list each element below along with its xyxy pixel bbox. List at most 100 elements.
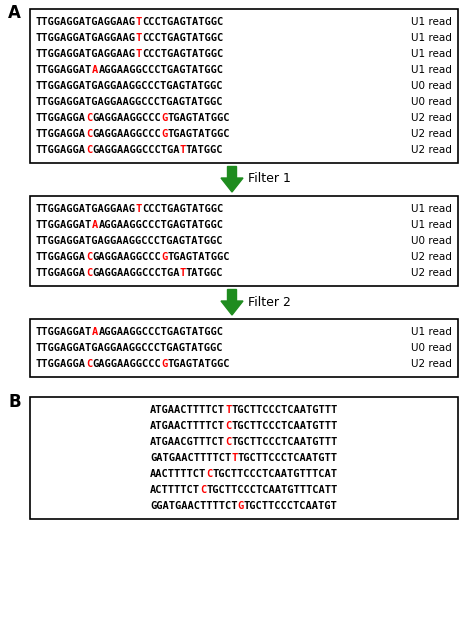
Text: G: G [161,113,167,123]
Text: C: C [207,469,213,479]
Text: TTGGAGGA: TTGGAGGA [36,129,86,139]
Text: T: T [180,268,186,278]
Text: B: B [8,393,21,411]
Bar [30,319,458,377]
Text: GAGGAAGGCCC: GAGGAAGGCCC [92,252,161,262]
Bar [30,397,458,519]
Text: GAGGAAGGCCCTGA: GAGGAAGGCCCTGA [92,145,180,155]
Text: U0 read: U0 read [411,81,452,91]
Text: Filter 2: Filter 2 [248,295,291,309]
Text: ACTTTTCT: ACTTTTCT [150,485,200,495]
Text: TTGGAGGAT: TTGGAGGAT [36,327,92,337]
Text: U1 read: U1 read [411,49,452,59]
Text: U0 read: U0 read [411,97,452,107]
Text: U0 read: U0 read [411,236,452,246]
Text: TGCTTCCCTCAATGTTTCATT: TGCTTCCCTCAATGTTTCATT [207,485,338,495]
Text: U2 read: U2 read [411,268,452,278]
Text: ATGAACTTTTCT: ATGAACTTTTCT [150,405,225,415]
Text: G: G [238,501,244,511]
Text: ATGAACGTTTCT: ATGAACGTTTCT [150,437,225,447]
Text: G: G [161,359,167,369]
Text: AGGAAGGCCCTGAGTATGGC: AGGAAGGCCCTGAGTATGGC [99,220,224,230]
Text: U2 read: U2 read [411,145,452,155]
Bar [228,289,237,301]
Text: A: A [92,65,99,75]
Text: TTGGAGGATGAGGAAGGCCCTGAGTATGGC: TTGGAGGATGAGGAAGGCCCTGAGTATGGC [36,236,224,246]
Text: TTGGAGGATGAGGAAG: TTGGAGGATGAGGAAG [36,49,136,59]
Text: TGCTTCCCTCAATGTTT: TGCTTCCCTCAATGTTT [231,421,338,431]
Text: T: T [136,49,142,59]
Text: TTGGAGGA: TTGGAGGA [36,359,86,369]
Text: Filter 1: Filter 1 [248,173,291,186]
Text: A: A [92,327,99,337]
Text: TTGGAGGATGAGGAAG: TTGGAGGATGAGGAAG [36,33,136,43]
Text: AACTTTTCT: AACTTTTCT [150,469,207,479]
Text: TTGGAGGA: TTGGAGGA [36,113,86,123]
Polygon shape [221,301,243,315]
Bar [228,166,237,178]
Text: TTGGAGGA: TTGGAGGA [36,145,86,155]
Text: U2 read: U2 read [411,252,452,262]
Text: U2 read: U2 read [411,359,452,369]
Text: C: C [225,437,231,447]
Text: TGAGTATGGC: TGAGTATGGC [167,113,230,123]
Text: AGGAAGGCCCTGAGTATGGC: AGGAAGGCCCTGAGTATGGC [99,327,224,337]
Text: TGAGTATGGC: TGAGTATGGC [167,252,230,262]
Text: U1 read: U1 read [411,65,452,75]
Text: TTGGAGGATGAGGAAG: TTGGAGGATGAGGAAG [36,204,136,214]
Text: CCCTGAGTATGGC: CCCTGAGTATGGC [142,49,224,59]
Text: CCCTGAGTATGGC: CCCTGAGTATGGC [142,204,224,214]
Text: TATGGC: TATGGC [186,145,224,155]
Text: TTGGAGGATGAGGAAGGCCCTGAGTATGGC: TTGGAGGATGAGGAAGGCCCTGAGTATGGC [36,343,224,353]
Text: TATGGC: TATGGC [186,268,224,278]
Text: U1 read: U1 read [411,327,452,337]
Text: G: G [161,129,167,139]
Text: U1 read: U1 read [411,17,452,27]
Text: C: C [86,252,92,262]
Text: TTGGAGGATGAGGAAGGCCCTGAGTATGGC: TTGGAGGATGAGGAAGGCCCTGAGTATGGC [36,81,224,91]
Text: TTGGAGGAT: TTGGAGGAT [36,220,92,230]
Text: GATGAACTTTTCT: GATGAACTTTTCT [150,453,231,463]
Text: TTGGAGGATGAGGAAGGCCCTGAGTATGGC: TTGGAGGATGAGGAAGGCCCTGAGTATGGC [36,97,224,107]
Text: TGCTTCCCTCAATGTTT: TGCTTCCCTCAATGTTT [231,405,338,415]
Text: GAGGAAGGCCCTGA: GAGGAAGGCCCTGA [92,268,180,278]
Text: T: T [136,204,142,214]
Text: G: G [161,252,167,262]
Text: U2 read: U2 read [411,129,452,139]
Text: C: C [86,359,92,369]
Text: C: C [86,113,92,123]
Text: TTGGAGGA: TTGGAGGA [36,268,86,278]
Text: C: C [86,145,92,155]
Text: T: T [136,33,142,43]
Text: TGCTTCCCTCAATGTTTCAT: TGCTTCCCTCAATGTTTCAT [213,469,338,479]
Text: U2 read: U2 read [411,113,452,123]
Text: C: C [200,485,207,495]
Text: A: A [8,4,21,22]
Text: C: C [86,268,92,278]
Text: GGATGAACTTTTCT: GGATGAACTTTTCT [150,501,238,511]
Text: TTGGAGGA: TTGGAGGA [36,252,86,262]
Text: TGAGTATGGC: TGAGTATGGC [167,129,230,139]
Text: CCCTGAGTATGGC: CCCTGAGTATGGC [142,17,224,27]
Text: TTGGAGGAT: TTGGAGGAT [36,65,92,75]
Bar [30,196,458,286]
Text: U1 read: U1 read [411,220,452,230]
Text: AGGAAGGCCCTGAGTATGGC: AGGAAGGCCCTGAGTATGGC [99,65,224,75]
Text: A: A [92,220,99,230]
Text: C: C [225,421,231,431]
Text: C: C [86,129,92,139]
Text: T: T [180,145,186,155]
Text: CCCTGAGTATGGC: CCCTGAGTATGGC [142,33,224,43]
Text: TGCTTCCCTCAATGT: TGCTTCCCTCAATGT [244,501,338,511]
Text: GAGGAAGGCCC: GAGGAAGGCCC [92,113,161,123]
Text: T: T [136,17,142,27]
Text: TGAGTATGGC: TGAGTATGGC [167,359,230,369]
Polygon shape [221,178,243,192]
Text: U0 read: U0 read [411,343,452,353]
Text: GAGGAAGGCCC: GAGGAAGGCCC [92,129,161,139]
Text: U1 read: U1 read [411,33,452,43]
Text: TGCTTCCCTCAATGTTT: TGCTTCCCTCAATGTTT [231,437,338,447]
Text: ATGAACTTTTCT: ATGAACTTTTCT [150,421,225,431]
Text: T: T [231,453,238,463]
Text: TTGGAGGATGAGGAAG: TTGGAGGATGAGGAAG [36,17,136,27]
